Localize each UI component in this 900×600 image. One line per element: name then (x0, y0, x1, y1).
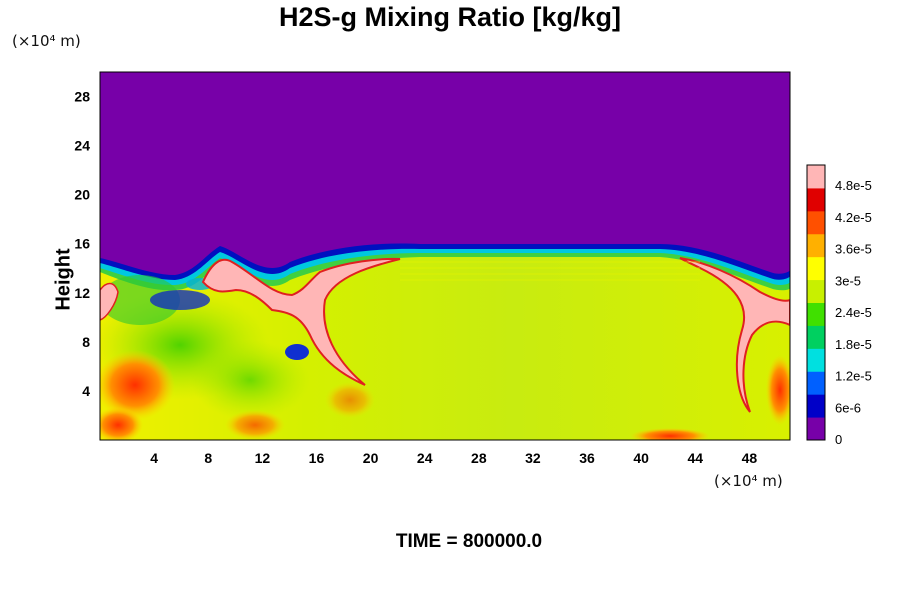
colorbar-tick-label: 1.2e-5 (835, 369, 872, 384)
colorbar-segment (807, 256, 825, 281)
colorbar-tick-label: 3.6e-5 (835, 242, 872, 257)
colorbar-tick-label: 0 (835, 432, 842, 447)
colorbar-segment (807, 233, 825, 258)
y-tick-label: 24 (74, 138, 90, 154)
x-tick-label: 20 (363, 450, 379, 466)
colorbar-segment (807, 417, 825, 441)
x-tick-label: 24 (417, 450, 433, 466)
x-tick-label: 48 (742, 450, 758, 466)
chart-title: H2S-g Mixing Ratio [kg/kg] (278, 2, 621, 32)
colorbar-tick-label: 4.8e-5 (835, 178, 872, 193)
colorbar-segment (807, 279, 825, 303)
colorbar-tick-label: 3e-5 (835, 273, 861, 288)
x-tick-label: 44 (688, 450, 704, 466)
colorbar-tick-label: 6e-6 (835, 400, 861, 415)
colorbar-frame (806, 164, 826, 441)
y-tick-label: 20 (74, 187, 90, 203)
colorbar-segment (807, 394, 825, 418)
y-tick-label: 4 (82, 383, 90, 399)
time-annotation: TIME = 800000.0 (395, 531, 543, 552)
y-tick-label: 12 (74, 285, 90, 301)
x-tick-label: 40 (633, 450, 649, 466)
colorbar-segment (807, 325, 825, 349)
pink-filament-left (201, 257, 401, 386)
colorbar-tick-label: 4.2e-5 (835, 210, 872, 225)
x-tick-label: 28 (471, 450, 487, 466)
y-tick-label: 8 (82, 334, 90, 350)
colorbar-segment (807, 187, 825, 212)
colorbar-segment (807, 165, 825, 189)
colorbar-tick-label: 1.8e-5 (835, 337, 872, 352)
y-axis-unit: (×10⁴ m) (12, 32, 81, 50)
x-axis-unit: (×10⁴ m) (714, 472, 783, 490)
y-tick-label: 28 (74, 89, 90, 105)
colorbar (806, 164, 826, 441)
x-tick-label: 4 (150, 450, 158, 466)
x-tick-label: 32 (525, 450, 541, 466)
x-axis-ticks: 4 8 12 16 20 24 28 32 36 40 44 48 (150, 450, 757, 466)
x-tick-label: 16 (309, 450, 325, 466)
colorbar-tick-label: 2.4e-5 (835, 305, 872, 320)
colorbar-segment (807, 210, 825, 235)
colorbar-ticks: 0 6e-6 1.2e-5 1.8e-5 2.4e-5 3e-5 3.6e-5 4.2e-5 4… (835, 178, 872, 447)
x-tick-label: 12 (255, 450, 271, 466)
x-tick-label: 8 (204, 450, 212, 466)
pink-filament-right (679, 257, 790, 413)
colorbar-segment (807, 371, 825, 395)
y-tick-label: 16 (74, 236, 90, 252)
colorbar-segment (807, 302, 825, 326)
y-axis-ticks: 4 8 12 16 20 24 28 (74, 89, 90, 399)
colorbar-segment (807, 348, 825, 372)
heatmap-field (100, 72, 790, 440)
x-tick-label: 36 (579, 450, 595, 466)
